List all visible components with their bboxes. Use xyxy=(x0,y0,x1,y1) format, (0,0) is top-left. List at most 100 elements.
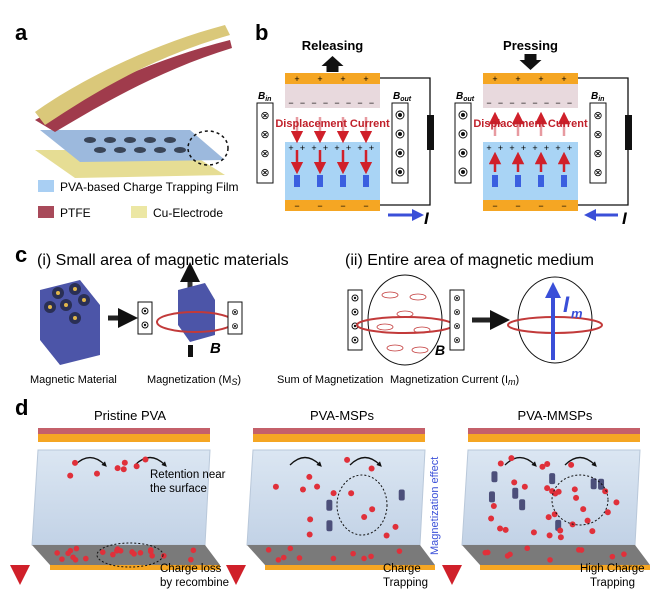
charge-particle xyxy=(121,459,128,466)
annotation-high-trapping: High Charge xyxy=(580,563,645,575)
charge-particle xyxy=(368,553,374,560)
charge-particle xyxy=(504,553,511,559)
charge-particle xyxy=(70,554,76,561)
pva-layer xyxy=(483,142,578,200)
svg-text:⊗: ⊗ xyxy=(260,148,269,160)
ptfe-layer xyxy=(285,84,380,108)
field-label-right: Bin xyxy=(591,91,604,103)
svg-text:⊗: ⊗ xyxy=(593,129,602,141)
top-electrode xyxy=(285,73,380,84)
plus-charge: + xyxy=(317,74,322,84)
charge-particle xyxy=(521,483,528,490)
charge-particle xyxy=(190,547,197,554)
trapping-region xyxy=(336,474,388,536)
minus-charge: − xyxy=(492,201,497,211)
ptfe-top-layer xyxy=(468,428,640,434)
annotation-retention-line2: the surface xyxy=(150,483,207,495)
svg-text:⊗: ⊗ xyxy=(453,321,461,331)
charge-particle xyxy=(287,545,294,552)
charge-particle xyxy=(609,553,616,560)
magnetic-particle xyxy=(549,473,556,485)
charge-particle xyxy=(546,532,553,539)
minus-charge: − xyxy=(323,98,328,108)
annotation-retention: Retention near xyxy=(150,469,226,481)
charge-particle xyxy=(147,548,154,555)
charge-particle xyxy=(369,506,376,513)
load-resistor xyxy=(625,115,632,150)
minus-charge: − xyxy=(363,201,368,211)
charge-particle xyxy=(272,483,279,490)
minus-charge: − xyxy=(544,98,549,108)
plus-charge: + xyxy=(346,143,351,153)
pva-film xyxy=(31,449,211,546)
plus-charge: + xyxy=(323,143,328,153)
bottom-electrode xyxy=(32,545,220,565)
charge-particle xyxy=(114,546,121,552)
plus-charge: + xyxy=(498,143,503,153)
legend-swatch-cu xyxy=(131,206,147,218)
plus-charge: + xyxy=(334,143,339,153)
charge-particle xyxy=(142,456,149,463)
magnetic-particle xyxy=(512,487,519,499)
pva-block-2 xyxy=(246,428,435,570)
charge-particle xyxy=(59,556,65,562)
charge-particle xyxy=(557,534,564,541)
charge-particle xyxy=(613,499,620,506)
plus-charge: + xyxy=(532,143,537,153)
plus-charge: + xyxy=(340,74,345,84)
charge-particle xyxy=(137,550,144,556)
charge-particle xyxy=(275,557,282,563)
svg-text:⊗: ⊗ xyxy=(593,167,602,179)
top-electrode xyxy=(38,434,210,442)
minus-charge: − xyxy=(294,201,299,211)
charge-particle xyxy=(99,549,106,556)
charge-particle xyxy=(306,531,313,538)
charge-particle xyxy=(188,556,194,563)
trapped-charge-block xyxy=(515,175,521,187)
minus-charge: − xyxy=(538,201,543,211)
trapped-charge-block xyxy=(561,175,567,187)
title-pva-mmsps: PVA-MMSPs xyxy=(518,408,593,423)
charge-particle xyxy=(488,515,495,522)
minus-charge: − xyxy=(346,98,351,108)
charge-particle xyxy=(602,488,609,495)
charge-transfer-arrow xyxy=(289,456,322,467)
minus-charge: − xyxy=(555,98,560,108)
field-box-left xyxy=(454,102,472,184)
title-pristine-pva: Pristine PVA xyxy=(94,408,166,423)
legend-label-ptfe: PTFE xyxy=(60,206,91,220)
b-field-symbol: B xyxy=(210,340,221,357)
teng-device-illustration xyxy=(35,25,232,178)
charge-particle xyxy=(573,494,580,501)
minus-charge: − xyxy=(334,98,339,108)
charge-particle xyxy=(571,486,578,493)
field-label-right: Bout xyxy=(393,91,412,103)
annotation-charge-trapping-line2: Trapping xyxy=(383,577,428,589)
plus-charge: + xyxy=(561,74,566,84)
svg-text:⊗: ⊗ xyxy=(453,293,461,303)
annotation-charge-loss: Charge loss xyxy=(160,563,222,575)
minus-charge: − xyxy=(288,98,293,108)
field-box-right xyxy=(589,102,607,184)
minus-charge: − xyxy=(317,201,322,211)
displacement-current-label: Displacement Current xyxy=(275,118,390,130)
panel-label-c: c xyxy=(15,242,27,267)
magnetic-particle xyxy=(519,499,526,511)
field-out-box xyxy=(137,301,153,335)
annotation-charge-trapping: Charge xyxy=(383,563,421,575)
panel-label-a: a xyxy=(15,20,28,45)
charge-particle xyxy=(314,483,321,490)
pva-film xyxy=(461,449,641,546)
charge-particle xyxy=(604,509,611,516)
magnetization-illustration: B xyxy=(156,262,234,357)
pva-block-3 xyxy=(461,428,650,570)
plus-charge: + xyxy=(294,74,299,84)
caption-magnetization-current: Magnetization Current (Im) xyxy=(390,374,519,387)
plus-charge: + xyxy=(288,143,293,153)
high-trapping-region xyxy=(551,474,609,526)
top-electrode xyxy=(468,434,640,442)
charge-particle xyxy=(530,529,537,536)
minus-charge: − xyxy=(532,98,537,108)
charge-particle xyxy=(568,461,575,468)
zoom-circle xyxy=(187,130,229,166)
